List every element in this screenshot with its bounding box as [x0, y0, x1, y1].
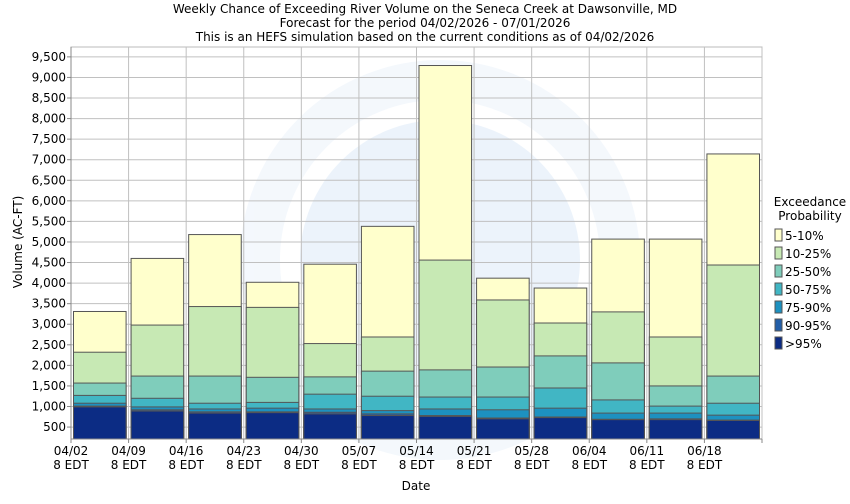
y-tick-label: 6,500: [32, 173, 66, 187]
legend-title-1: Exceedance: [774, 195, 846, 209]
legend-label: 90-95%: [785, 319, 831, 333]
legend-label: 10-25%: [785, 247, 831, 261]
bar-segment--95-: [188, 412, 242, 440]
bar-stack: [188, 234, 242, 440]
x-tick-label-time: 8 EDT: [226, 458, 262, 472]
y-tick-label: 4,500: [32, 256, 66, 270]
x-tick-label-time: 8 EDT: [341, 458, 377, 472]
legend-swatch: [774, 318, 783, 332]
bar-stack: [533, 287, 588, 440]
y-tick-label: 3,000: [32, 317, 66, 331]
legend-label: 5-10%: [785, 229, 824, 243]
y-tick-label: 9,000: [32, 70, 66, 84]
y-tick-label: 8,000: [32, 112, 66, 126]
x-tick-label-time: 8 EDT: [284, 458, 320, 472]
chart-title: Weekly Chance of Exceeding River Volume …: [173, 2, 677, 44]
y-tick-label: 7,500: [32, 132, 66, 146]
x-tick-label: 05/28: [514, 444, 549, 458]
title-line-2: Forecast for the period 04/02/2026 - 07/…: [280, 16, 571, 30]
y-tick-label: 2,500: [32, 338, 66, 352]
bar-stack: [303, 263, 357, 440]
bar-segment--95-: [648, 419, 703, 440]
y-tick-label: 1,000: [32, 400, 66, 414]
x-axis-label: Date: [402, 479, 431, 493]
x-tick-label: 06/18: [687, 444, 722, 458]
grid: [70, 46, 763, 440]
x-tick-label: 04/16: [169, 444, 204, 458]
axes: 500 1,000 1,500 2,000 2,500 3,000 3,500 4,000 4,…: [32, 47, 763, 472]
legend-swatch: [774, 228, 783, 242]
legend-swatch: [774, 246, 783, 260]
bar-segment--95-: [591, 419, 645, 440]
bar-stack: [591, 238, 645, 440]
y-tick-label: 9,500: [32, 50, 66, 64]
y-tick-label: 5,500: [32, 214, 66, 228]
x-tick-label-time: 8 EDT: [53, 458, 89, 472]
bar-stack: [476, 277, 530, 440]
bar-stack: [130, 257, 185, 440]
y-tick-label: 8,500: [32, 91, 66, 105]
y-tick-label: 3,500: [32, 297, 66, 311]
title-line-3: This is an HEFS simulation based on the …: [195, 30, 655, 44]
bar-segment--95-: [245, 412, 300, 440]
bar-segment--95-: [303, 413, 357, 440]
legend-swatch: [774, 264, 783, 278]
y-tick-label: 6,000: [32, 194, 66, 208]
bar-segment--95-: [706, 419, 761, 440]
bar-segment--95-: [418, 415, 473, 440]
x-tick-label-time: 8 EDT: [168, 458, 204, 472]
bar-stack: [245, 281, 300, 440]
x-tick-label-time: 8 EDT: [399, 458, 435, 472]
legend-label: 50-75%: [785, 283, 831, 297]
x-tick-label-time: 8 EDT: [514, 458, 550, 472]
bar-stack: [360, 225, 415, 440]
y-tick-label: 7,000: [32, 153, 66, 167]
x-tick-label-time: 8 EDT: [687, 458, 723, 472]
x-tick-label: 05/14: [399, 444, 434, 458]
x-tick-label: 06/04: [572, 444, 607, 458]
bar-stack: [73, 310, 127, 440]
y-axis-label: Volume (AC-FT): [11, 196, 25, 289]
bar-stack: [706, 153, 761, 440]
x-tick-label: 04/30: [284, 444, 319, 458]
x-tick-label-time: 8 EDT: [629, 458, 665, 472]
x-tick-label-time: 8 EDT: [571, 458, 607, 472]
legend-label: 75-90%: [785, 301, 831, 315]
x-tick-label: 04/09: [111, 444, 146, 458]
legend-swatch: [774, 282, 783, 296]
y-tick-label: 500: [43, 420, 66, 434]
y-tick-label: 5,000: [32, 235, 66, 249]
bars: [73, 65, 761, 440]
bar-segment--95-: [73, 406, 127, 440]
bar-segment--95-: [130, 410, 185, 440]
x-tick-label: 06/11: [630, 444, 665, 458]
legend-label: >95%: [785, 337, 822, 351]
x-tick-label: 04/02: [54, 444, 89, 458]
bar-segment--95-: [533, 417, 588, 440]
bar-segment--95-: [360, 415, 415, 440]
x-tick-label: 05/21: [457, 444, 492, 458]
x-tick-label: 05/07: [342, 444, 377, 458]
legend-swatch: [774, 300, 783, 314]
bar-segment--95-: [476, 418, 530, 440]
x-tick-label-time: 8 EDT: [456, 458, 492, 472]
legend-swatch: [774, 336, 783, 350]
legend-title-2: Probability: [778, 209, 841, 223]
y-tick-label: 2,000: [32, 358, 66, 372]
bar-stack: [418, 65, 473, 440]
x-tick-label: 04/23: [226, 444, 261, 458]
x-tick-label-time: 8 EDT: [111, 458, 147, 472]
legend-label: 25-50%: [785, 265, 831, 279]
y-tick-label: 1,500: [32, 379, 66, 393]
y-tick-label: 4,000: [32, 276, 66, 290]
bar-stack: [648, 238, 703, 440]
legend: Exceedance Probability 5-10% 10-25% 25-50%…: [774, 195, 846, 351]
title-line-1: Weekly Chance of Exceeding River Volume …: [173, 2, 677, 16]
